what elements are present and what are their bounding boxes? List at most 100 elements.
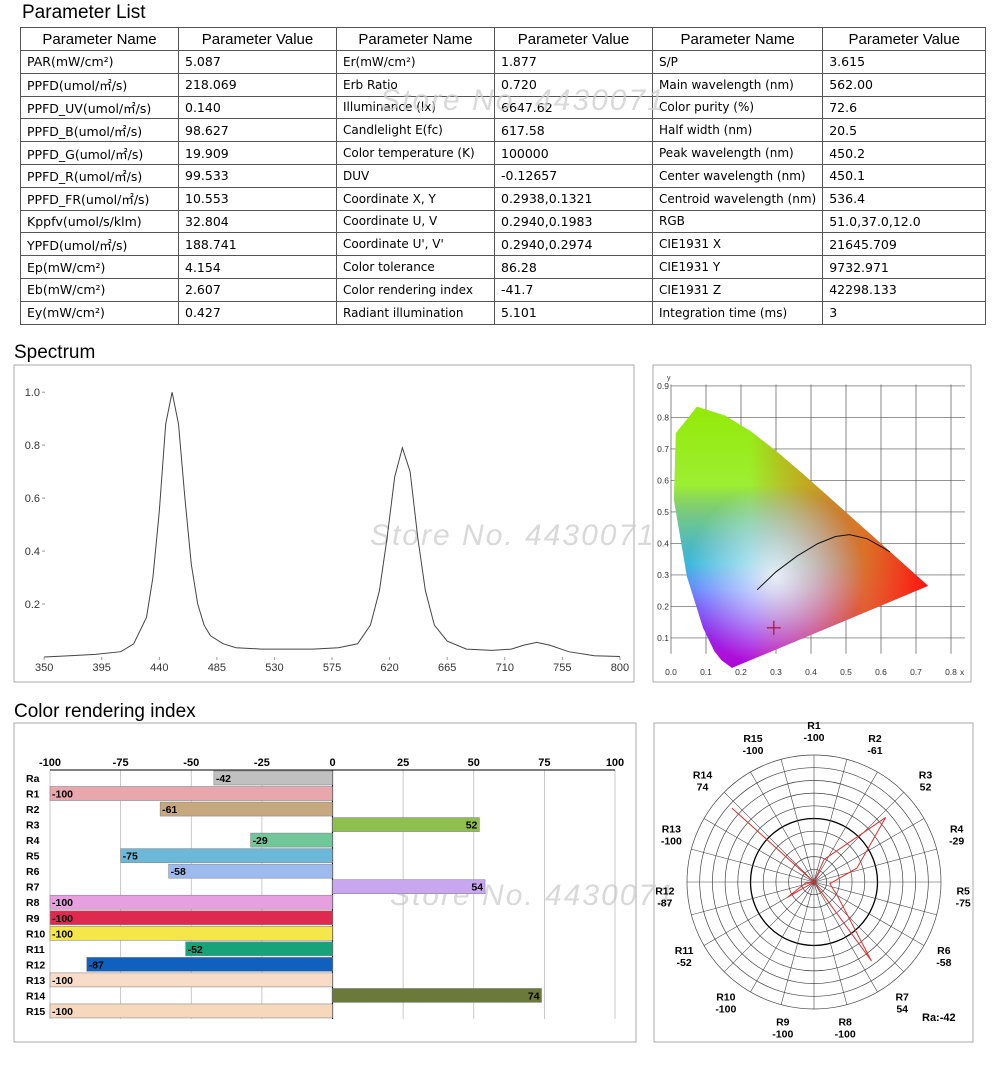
column-header: Parameter Name [336,27,495,51]
table-cell: Half width (nm) [651,118,824,143]
spoke [813,848,937,883]
x-tick-label: 0.8 [945,667,957,677]
category-label: R9 [26,913,40,925]
y-tick-label: 0.4 [25,546,40,558]
ring [686,754,942,1010]
bar [49,910,333,926]
table-cell: YPFD(umol/㎡/s) [20,232,179,257]
table-cell: 188.741 [178,232,337,257]
table-cell: 51.0,37.0,12.0 [822,209,987,234]
value-label: 54 [896,1003,908,1015]
value-label: -75 [956,898,971,910]
x-tick-label: -50 [183,757,199,769]
table-cell: 5.101 [494,300,653,325]
column-header: Parameter Value [822,27,987,51]
spoke [813,881,925,946]
x-tick-label: 25 [397,757,409,769]
value-label: -100 [52,928,73,940]
x-tick-label: 710 [496,662,514,674]
watermark: Store No. 4430071 [370,519,656,552]
table-cell: 0.720 [494,72,653,97]
category-label: Ra [26,773,40,785]
y-tick-label: 0.6 [25,493,40,505]
chromaticity-gamut [673,406,929,668]
spoke [703,818,815,883]
category-label: R10 [716,991,735,1003]
value-label: 74 [528,990,540,1002]
value-label: 74 [697,782,709,794]
table-cell: 86.28 [494,255,653,279]
table-cell: CIE1931 Z [651,277,824,302]
ring [737,805,891,959]
y-tick-label: 0.2 [25,599,40,611]
y-tick-label: 0.2 [657,601,669,611]
category-label: R5 [26,851,40,863]
table-cell: 21645.709 [822,232,987,257]
y-tick-label: 0.6 [657,475,669,485]
category-label: R9 [776,1017,790,1029]
bar [49,925,333,941]
x-tick-label: 350 [35,662,53,674]
x-tick-label: 800 [611,662,629,674]
table-cell: PPFD(umol/㎡/s) [20,72,179,97]
table-cell: PPFD_B(umol/㎡/s) [20,118,179,143]
y-tick-label: 0.3 [657,570,669,580]
section-title: Spectrum [14,342,95,363]
value-label: -100 [772,1029,793,1041]
category-label: R12 [655,886,674,898]
x-tick-label: 0.3 [770,667,782,677]
table-cell: 0.2938,0.1321 [494,186,653,211]
x-tick-label: 755 [553,662,571,674]
table-cell: 72.6 [822,95,987,120]
category-label: R7 [26,882,40,894]
table-cell: 100000 [494,141,653,165]
category-label: R14 [26,990,45,1002]
table-row: Eb(mW/cm²) 2.607 Color rendering index -41.… [20,277,987,302]
table-cell: Coordinate U', V' [336,232,495,257]
table-cell: 450.2 [822,141,987,165]
ring [800,868,828,896]
table-cell: CIE1931 X [651,232,824,257]
table-cell: Er(mW/cm²) [336,50,495,74]
value-label: -58 [936,957,951,969]
value-label: -100 [835,1029,856,1041]
spoke [813,771,878,883]
table-row: PPFD_UV(umol/㎡/s) 0.140 Illuminance (lx) 66… [20,95,987,120]
spoke [750,771,815,883]
table-cell: 20.5 [822,118,987,143]
table-cell: Peak wavelength (nm) [651,141,824,165]
section-title: Color rendering index [14,701,196,722]
value-label: -58 [171,866,186,878]
table-cell: Color purity (%) [651,95,824,120]
table-cell: Coordinate U, V [336,209,495,234]
x-tick-label: 620 [380,662,398,674]
x-tick-label: 530 [265,662,283,674]
panel [13,364,635,683]
table-row: Ey(mW/cm²) 0.427 Radiant illumination 5.101… [20,300,987,325]
spoke [813,881,848,1005]
bar [213,770,333,786]
category-label: R13 [662,824,681,836]
bar [159,801,333,817]
value-label: -61 [867,745,882,757]
category-label: R6 [26,866,40,878]
table-cell: Kppfv(umol/s/klm) [20,209,179,234]
y-tick-label: 0.1 [657,633,669,643]
x-tick-label: 575 [323,662,341,674]
table-row: PPFD_R(umol/㎡/s) 99.533 DUV -0.12657 Center … [20,163,987,188]
spoke [703,881,815,946]
table-row: YPFD(umol/㎡/s) 188.741 Coordinate U', V' 0.… [20,232,987,257]
x-tick-label: 485 [208,662,226,674]
category-label: R14 [693,770,712,782]
y-tick-label: 1.0 [25,387,40,399]
panel [652,364,972,683]
table-row: PPFD_FR(umol/㎡/s) 10.553 Coordinate X, Y 0.… [20,186,987,211]
table-cell: 98.627 [178,118,337,143]
category-label: R15 [26,1006,45,1018]
spoke [691,848,815,883]
table-cell: 19.909 [178,141,337,165]
ring [762,830,866,934]
spoke [813,818,925,883]
chromaticity-point [766,620,781,635]
table-cell: S/P [651,50,824,74]
